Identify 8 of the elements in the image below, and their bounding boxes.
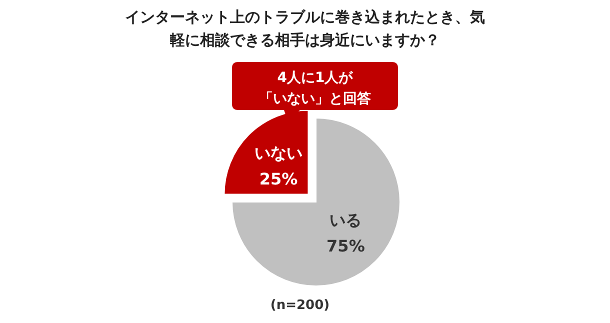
chart-title: インターネット上のトラブルに巻き込まれたとき、気軽に相談できる相手は身近にいますか？ <box>125 8 485 49</box>
text: 4人に1人が <box>277 70 354 86</box>
slice-label: いない <box>254 144 303 163</box>
slice-label: いる <box>330 210 362 230</box>
data-label: 75% <box>326 236 365 256</box>
data-label: 25% <box>259 170 298 189</box>
text: (n=200) <box>270 298 330 313</box>
text: 「いない」と回答 <box>259 91 371 107</box>
